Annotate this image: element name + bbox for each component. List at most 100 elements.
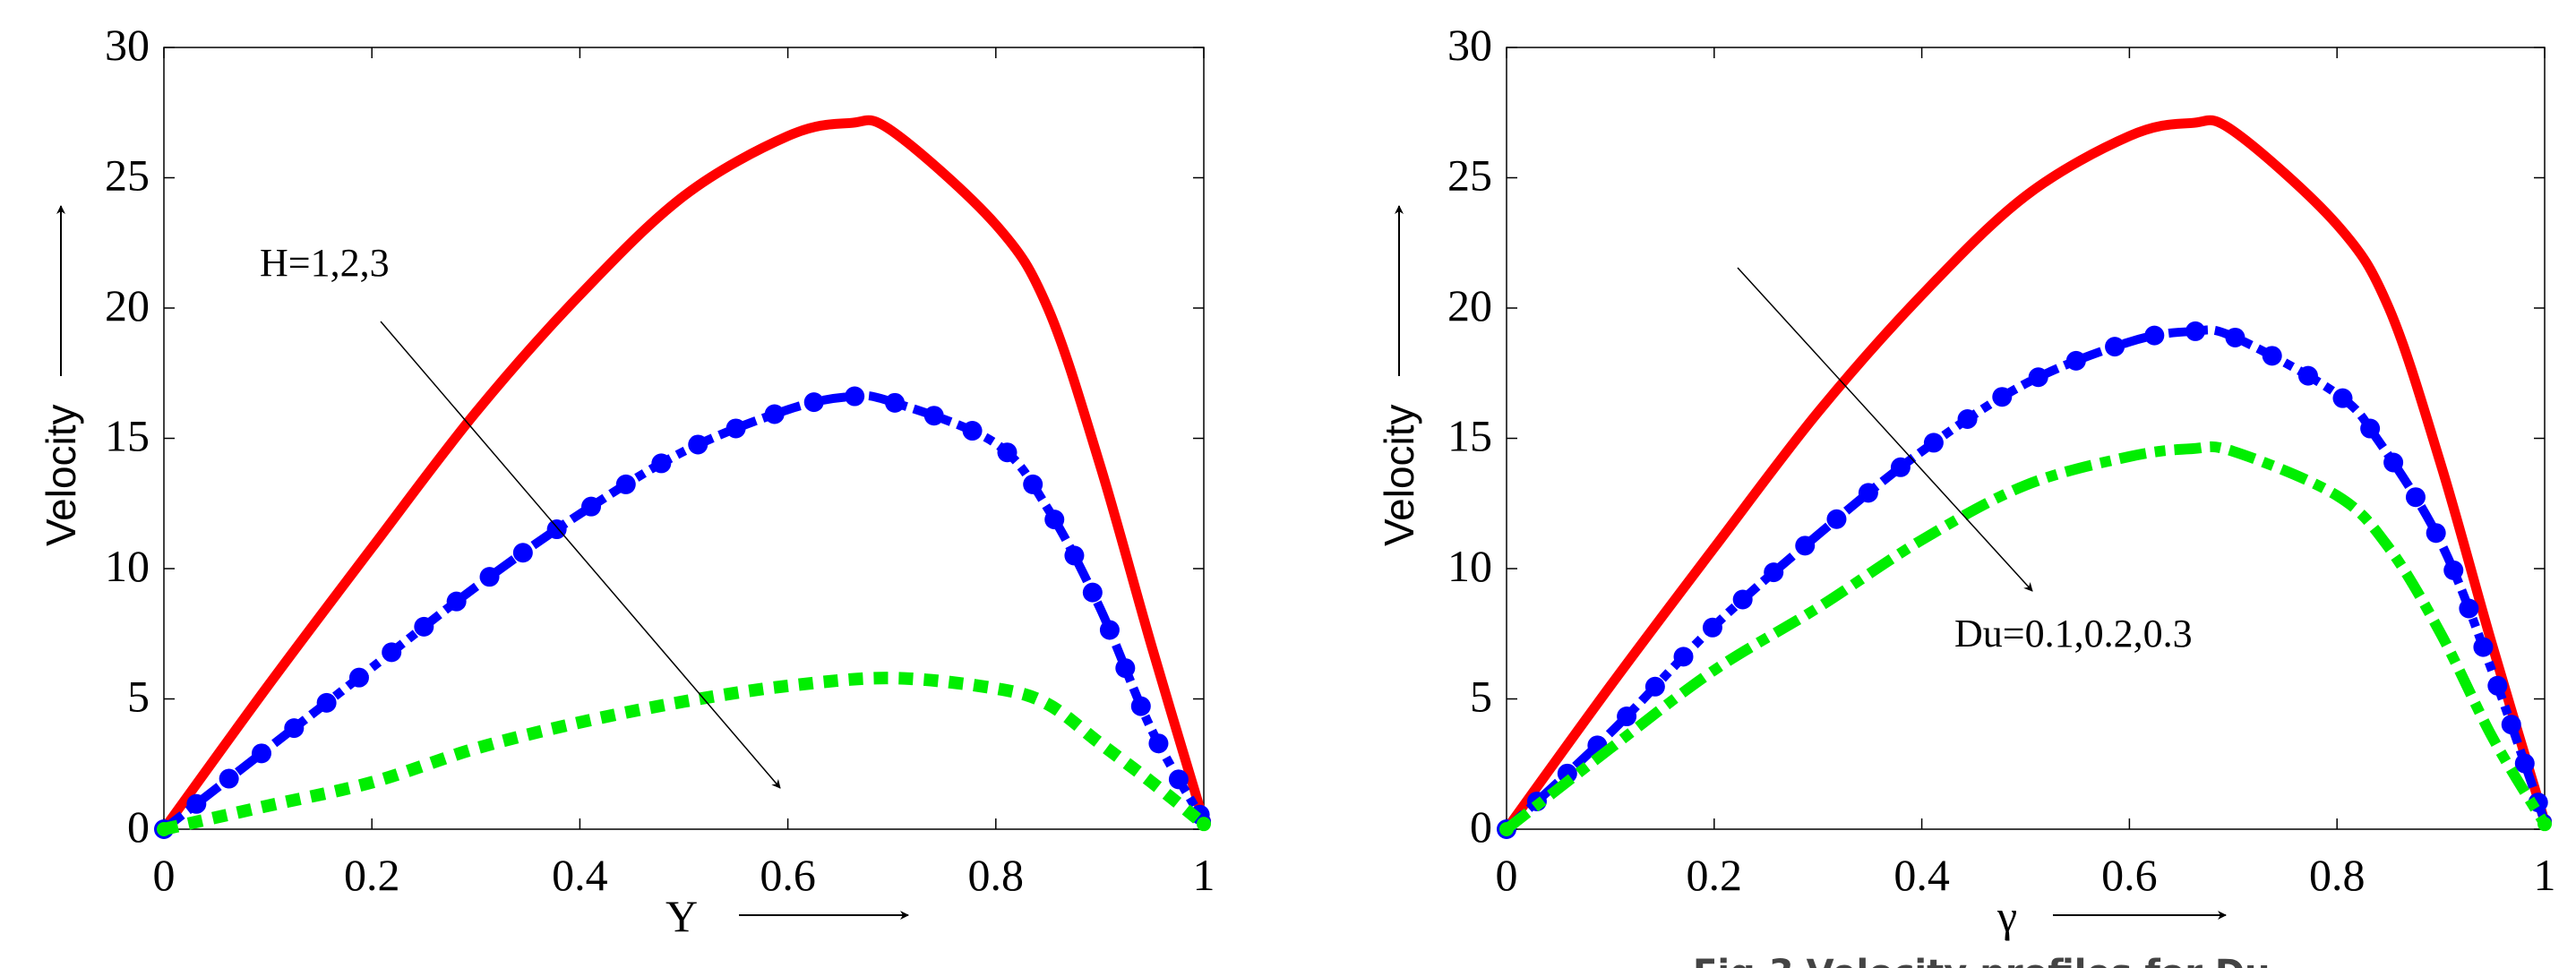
series-marker [726,418,746,439]
y-tick-label: 25 [1447,150,1492,201]
y-axis-label: Velocity [38,404,84,546]
y-tick-label: 0 [1470,801,1492,852]
series-marker [446,591,467,612]
y-tick-label: 10 [1447,541,1492,591]
series-line-du-0-3 [1503,441,2550,834]
y-tick-label: 30 [105,20,150,70]
series-marker [1764,562,1784,583]
series-line-h-1 [159,115,1209,833]
series-marker [186,793,207,814]
annotation-label: H=1,2,3 [260,241,390,285]
series-marker [2332,388,2353,408]
series-marker [251,743,271,764]
series-line-du-0-2 [1503,325,2549,833]
x-tick-label: 0.8 [2309,850,2366,900]
x-tick-label: 1 [2534,850,2556,900]
annotation-arrow-icon [1737,267,2033,592]
series-marker [1644,676,1665,697]
series-marker [1023,474,1043,494]
y-tick-label: 20 [1447,280,1492,330]
y-axis-label-group: Velocity [38,205,84,546]
series-marker [2297,365,2318,386]
annotation-label: Du=0.1,0.2,0.3 [1954,612,2193,655]
series-marker [1617,707,1637,727]
series-marker [2360,418,2381,439]
series-marker [845,386,865,407]
series-marker [615,474,636,494]
plot-frame [1506,47,2546,830]
y-tick-label: 0 [127,801,150,852]
series-marker [1992,387,2013,407]
series-marker [479,567,500,587]
series-start-point [1499,822,1514,836]
annotation-arrow-icon [380,321,781,789]
y-axis-label-group: Velocity [1376,205,1422,546]
y-axis-label: Velocity [1376,404,1422,546]
series-marker [316,692,337,713]
series-end-point [1197,817,1211,832]
series-marker [2426,523,2446,544]
series-marker [1044,510,1065,530]
series-marker [688,434,708,455]
series-marker [2459,598,2479,619]
x-tick-label: 0.4 [552,850,608,900]
series-marker [2065,350,2086,371]
series-marker [2225,327,2245,347]
x-tick-label: 0 [153,850,176,900]
series-marker [1795,535,1816,556]
x-tick-label: 0 [1496,850,1518,900]
series-marker [2383,452,2404,473]
series-marker [2501,715,2521,735]
x-axis-label: Y [665,891,698,941]
series-marker [1064,545,1085,566]
series-marker [923,406,944,426]
y-tick-label: 30 [1447,20,1492,70]
series-line-h-2 [160,390,1208,833]
series-line-h-3 [162,672,1208,835]
y-tick-label: 15 [1447,411,1492,461]
series-marker [2405,487,2426,508]
series-marker [1148,733,1169,754]
series-marker [1557,763,1577,784]
series-marker [1082,582,1103,603]
x-axis-label: γ [1996,891,2017,941]
series-marker [2443,560,2464,580]
series-marker [803,392,824,413]
series-marker [1099,620,1120,640]
x-tick-label: 0.8 [968,850,1025,900]
series-marker [2487,675,2508,696]
series-marker [284,718,305,739]
y-tick-label: 10 [105,541,150,591]
series-marker [2144,325,2165,346]
series-marker [414,616,434,637]
series-marker [764,404,785,424]
x-tick-label: 0.2 [344,850,400,900]
series-marker [962,421,983,441]
series-marker [885,392,906,413]
series-marker [2185,321,2206,341]
x-tick-label: 1 [1193,850,1215,900]
x-tick-label: 0.6 [760,850,816,900]
series-marker [1890,457,1911,477]
series-marker [581,496,602,517]
chart-right: 0 0.2 0.4 0.6 0.8 1051015202530VelocityγDu=0.… [1376,20,2556,941]
series-marker [1858,483,1878,503]
series-end-point [2537,817,2552,832]
series-marker [512,543,533,563]
series-marker [1673,647,1694,667]
figure-caption: Fig.3 Velocity profiles for Du [1693,953,2271,968]
series-marker [1115,658,1136,679]
y-tick-label: 15 [105,411,150,461]
series-marker [219,768,239,789]
y-tick-label: 20 [105,280,150,330]
y-tick-label: 25 [105,150,150,201]
series-marker [1168,769,1189,790]
y-tick-label: 5 [127,672,150,722]
series-marker [546,519,567,540]
y-tick-label: 5 [1470,672,1492,722]
series-marker [2473,637,2494,657]
series-marker [1702,617,1722,638]
chart-left: 0 0.2 0.4 0.6 0.8 1051015202530VelocityYH=1,2… [38,20,1215,941]
series-marker [1732,589,1753,610]
